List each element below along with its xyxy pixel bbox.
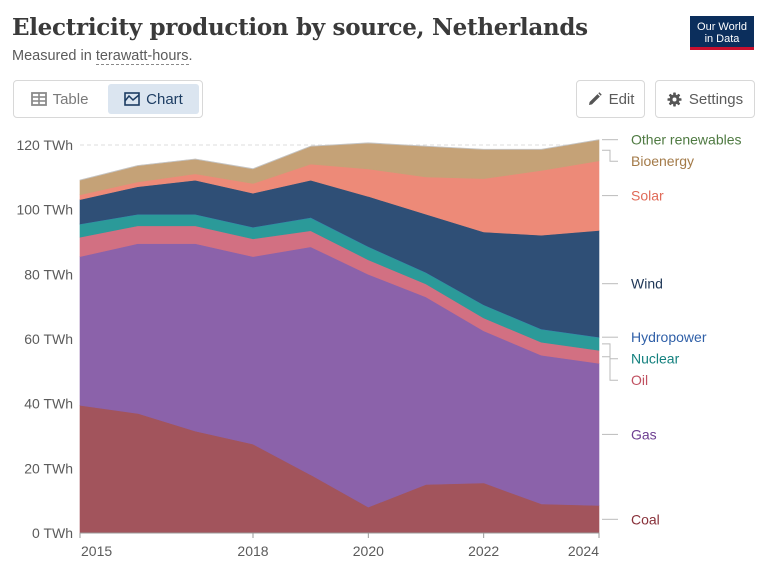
subtitle-prefix: Measured in xyxy=(12,48,96,64)
logo-line-2: in Data xyxy=(704,33,740,45)
legend-connector xyxy=(602,356,618,381)
axes: 0 TWh 20 TWh 40 TWh 60 TWh 80 TWh 100 TWh 120 … xyxy=(16,137,600,559)
tab-chart[interactable]: Chart xyxy=(108,84,199,114)
area-other-renewables[interactable] xyxy=(79,139,600,181)
subtitle-suffix: . xyxy=(188,48,193,64)
legend-label-oil[interactable]: Oil xyxy=(631,372,648,388)
chart-title: Electricity production by source, Nether… xyxy=(12,14,588,41)
legend-label-solar[interactable]: Solar xyxy=(631,188,664,204)
settings-button[interactable]: Settings xyxy=(655,80,755,118)
area-series xyxy=(79,139,600,534)
legend-connector xyxy=(602,343,618,360)
edit-button-label: Edit xyxy=(608,90,635,108)
x-tick-label: 2018 xyxy=(237,543,268,559)
legend-label-hydropower[interactable]: Hydropower xyxy=(631,329,707,345)
tab-chart-label: Chart xyxy=(146,90,183,108)
chart-subtitle: Measured in terawatt-hours. xyxy=(12,48,193,65)
x-tick-label: 2022 xyxy=(468,543,499,559)
logo-line-1: Our World xyxy=(697,21,747,33)
gear-icon xyxy=(667,92,682,106)
y-tick-label: 80 TWh xyxy=(24,266,73,282)
x-tick-label: 2024 xyxy=(568,543,599,559)
pencil-icon xyxy=(588,91,602,105)
owid-logo[interactable]: Our World in Data xyxy=(690,16,754,50)
settings-button-label: Settings xyxy=(688,90,744,108)
y-tick-label: 60 TWh xyxy=(24,331,73,347)
legend-connector xyxy=(602,149,618,162)
y-tick-label: 0 TWh xyxy=(32,525,73,541)
view-tabs: Table Chart xyxy=(13,80,203,118)
legend-label-bioenergy[interactable]: Bioenergy xyxy=(631,153,694,169)
table-icon xyxy=(30,92,47,106)
y-tick-label: 20 TWh xyxy=(24,460,73,476)
unit-term-link[interactable]: terawatt-hours xyxy=(95,48,189,65)
chart-icon xyxy=(124,92,140,106)
legend-label-nuclear[interactable]: Nuclear xyxy=(631,351,680,367)
y-tick-label: 40 TWh xyxy=(24,396,73,412)
legend: Other renewables Bioenergy Solar Wind Hydrop… xyxy=(602,132,742,527)
tab-table[interactable]: Table xyxy=(14,81,105,117)
legend-label-other-renewables[interactable]: Other renewables xyxy=(631,132,742,148)
edit-button[interactable]: Edit xyxy=(576,80,645,118)
y-tick-label: 100 TWh xyxy=(16,202,73,218)
legend-label-coal[interactable]: Coal xyxy=(631,511,660,527)
y-tick-label: 120 TWh xyxy=(16,137,73,153)
tab-table-label: Table xyxy=(52,90,89,108)
legend-label-gas[interactable]: Gas xyxy=(631,426,657,442)
x-tick-label: 2015 xyxy=(81,543,112,559)
x-tick-label: 2020 xyxy=(353,543,384,559)
legend-label-wind[interactable]: Wind xyxy=(631,276,663,292)
